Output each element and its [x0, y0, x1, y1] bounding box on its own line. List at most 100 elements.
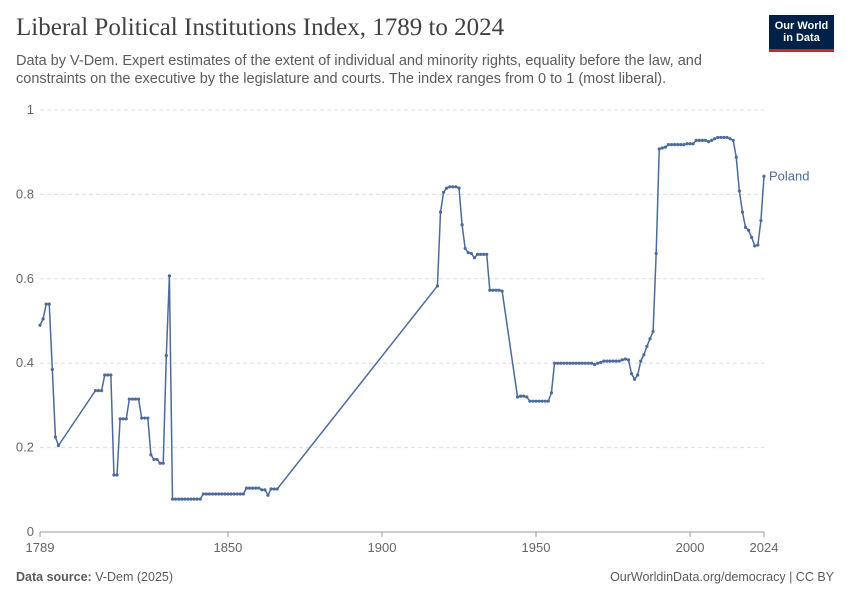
data-point	[195, 497, 199, 501]
data-point	[210, 492, 215, 496]
data-point	[574, 361, 578, 365]
data-point	[549, 391, 554, 395]
data-point	[722, 135, 726, 140]
data-point	[633, 377, 637, 381]
data-point	[198, 497, 202, 501]
data-point	[494, 288, 498, 292]
data-point	[158, 461, 162, 465]
logo-line-2: in Data	[783, 32, 820, 44]
data-point	[519, 394, 523, 398]
data-point	[750, 235, 754, 240]
data-point	[694, 138, 698, 142]
data-point	[589, 361, 594, 365]
data-point	[737, 189, 741, 193]
data-point	[220, 492, 224, 496]
data-point	[244, 486, 249, 490]
data-point	[565, 361, 569, 365]
data-point	[106, 373, 110, 377]
data-point	[580, 361, 584, 365]
data-point	[614, 359, 618, 363]
y-tick-label: 0.4	[16, 355, 34, 370]
data-point	[155, 457, 159, 462]
data-point	[611, 359, 615, 363]
y-tick-label: 0.6	[16, 271, 34, 286]
data-point	[214, 492, 218, 496]
data-point	[207, 492, 212, 496]
data-point	[47, 302, 51, 306]
data-point	[691, 142, 695, 146]
data-point	[710, 138, 714, 142]
data-point	[626, 358, 631, 362]
data-point	[497, 288, 501, 292]
data-point	[140, 416, 144, 420]
data-point	[96, 389, 101, 393]
owid-logo[interactable]: Our World in Data	[769, 15, 834, 52]
data-point	[651, 329, 655, 334]
source-url[interactable]: OurWorldinData.org/democracy | CC BY	[610, 570, 834, 584]
data-point	[56, 443, 61, 448]
data-point	[623, 357, 627, 361]
data-point	[679, 143, 683, 147]
data-source-value[interactable]: V-Dem (2025)	[95, 570, 174, 584]
data-point	[164, 354, 168, 358]
data-point	[537, 399, 541, 403]
data-point	[688, 142, 692, 146]
chart-subtitle: Data by V-Dem. Expert estimates of the e…	[16, 53, 702, 87]
x-tick-label: 1900	[368, 540, 397, 555]
data-point	[660, 146, 664, 150]
data-point	[469, 251, 473, 256]
data-point	[725, 135, 729, 140]
y-tick-label: 1	[27, 102, 34, 117]
data-point	[143, 416, 147, 420]
data-point	[38, 323, 42, 327]
data-point	[562, 361, 566, 365]
data-point	[759, 218, 763, 223]
data-point	[602, 359, 606, 363]
data-point	[247, 486, 252, 490]
y-tick-label: 0.2	[16, 440, 34, 455]
data-point	[657, 147, 661, 151]
data-point	[703, 138, 708, 142]
data-point	[133, 397, 138, 401]
data-point	[226, 492, 230, 496]
data-point	[639, 359, 643, 363]
y-tick-label: 0.8	[16, 186, 34, 201]
data-point	[743, 225, 748, 229]
data-point	[136, 397, 141, 401]
data-point	[275, 487, 279, 491]
data-point	[93, 389, 98, 393]
data-point	[466, 251, 470, 255]
y-tick-label: 0	[27, 524, 34, 539]
data-point	[266, 493, 270, 497]
data-source: Data source: V-Dem (2025)	[16, 570, 173, 584]
data-point	[543, 399, 547, 403]
data-point	[753, 244, 757, 248]
data-point	[223, 492, 227, 496]
data-point	[241, 492, 245, 496]
data-point	[666, 143, 671, 147]
data-point	[127, 397, 131, 401]
data-point	[568, 361, 572, 365]
data-point	[41, 317, 45, 321]
data-point	[50, 367, 54, 372]
data-point	[663, 145, 668, 149]
data-point	[636, 373, 640, 377]
data-point	[555, 361, 560, 365]
data-point	[173, 497, 178, 501]
data-point	[475, 252, 480, 256]
data-point	[571, 361, 575, 365]
series-line-poland	[39, 136, 765, 500]
data-point	[103, 373, 107, 377]
data-point	[697, 138, 701, 142]
data-point	[592, 362, 597, 367]
data-point	[577, 361, 581, 365]
data-point	[161, 461, 165, 465]
data-point	[250, 486, 255, 490]
data-point	[642, 353, 646, 357]
series-label-poland: Poland	[769, 168, 809, 183]
data-point	[272, 487, 276, 491]
data-point	[118, 417, 122, 421]
data-point	[460, 223, 464, 227]
data-point	[747, 228, 751, 232]
x-tick-label: 1950	[522, 540, 551, 555]
